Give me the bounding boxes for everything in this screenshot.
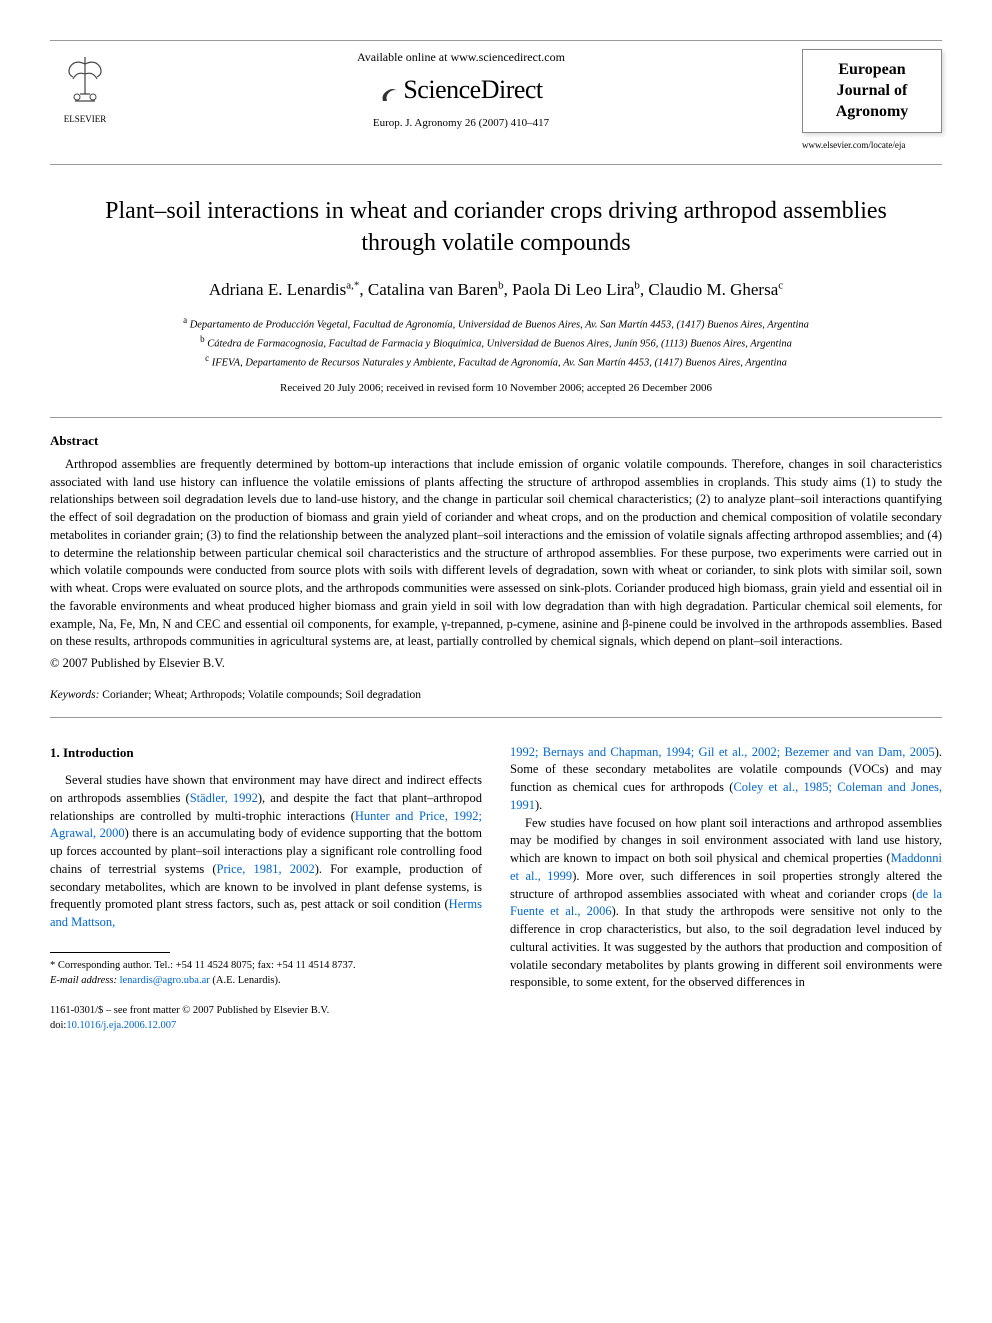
abstract-heading: Abstract <box>50 432 942 450</box>
author-2: Catalina van Baren <box>368 280 498 299</box>
separator-rule-2 <box>50 717 942 718</box>
issn-line: 1161-0301/$ – see front matter © 2007 Pu… <box>50 1004 482 1019</box>
elsevier-logo: ELSEVIER <box>50 49 120 126</box>
sciencedirect-icon <box>379 85 399 105</box>
journal-box-wrapper: European Journal of Agronomy www.elsevie… <box>802 49 942 152</box>
author-4-sup: c <box>778 279 783 291</box>
body-columns: 1. Introduction Several studies have sho… <box>50 744 942 1034</box>
footnote-corr: * Corresponding author. Tel.: +54 11 452… <box>50 959 482 974</box>
ref-link[interactable]: Städler, 1992 <box>190 791 258 805</box>
affiliation-c: IFEVA, Departamento de Recursos Naturale… <box>212 358 787 369</box>
keywords-label: Keywords: <box>50 689 99 701</box>
footnote-email-label: E-mail address: <box>50 975 117 986</box>
journal-name-l1: European <box>809 60 935 81</box>
ref-link[interactable]: 1992; Bernays and Chapman, 1994; Gil et … <box>510 745 935 759</box>
journal-box: European Journal of Agronomy <box>802 49 942 133</box>
author-1-sup: a,* <box>346 279 359 291</box>
journal-url: www.elsevier.com/locate/eja <box>802 139 942 152</box>
center-header: Available online at www.sciencedirect.co… <box>120 49 802 132</box>
keywords-line: Keywords: Coriander; Wheat; Arthropods; … <box>50 687 942 703</box>
copyright-line: © 2007 Published by Elsevier B.V. <box>50 655 942 673</box>
abstract-text: Arthropod assemblies are frequently dete… <box>50 456 942 651</box>
footnote-email-suffix: (A.E. Lenardis). <box>212 975 280 986</box>
bottom-meta: 1161-0301/$ – see front matter © 2007 Pu… <box>50 1004 482 1033</box>
affiliation-b: Cátedra de Farmacognosia, Facultad de Fa… <box>207 338 792 349</box>
elsevier-tree-icon <box>55 49 115 109</box>
authors-line: Adriana E. Lenardisa,*, Catalina van Bar… <box>50 278 942 302</box>
separator-rule <box>50 417 942 418</box>
elsevier-label: ELSEVIER <box>50 113 120 126</box>
sciencedirect-logo: ScienceDirect <box>140 72 782 108</box>
author-4: Claudio M. Ghersa <box>648 280 778 299</box>
citation-line: Europ. J. Agronomy 26 (2007) 410–417 <box>140 116 782 131</box>
intro-paragraph-1: Several studies have shown that environm… <box>50 772 482 932</box>
doi-link[interactable]: 10.1016/j.eja.2006.12.007 <box>66 1020 176 1031</box>
affiliation-a: Departamento de Producción Vegetal, Facu… <box>190 319 809 330</box>
available-online-text: Available online at www.sciencedirect.co… <box>140 49 782 66</box>
journal-name-l2: Journal of <box>809 81 935 102</box>
intro-paragraph-1-cont: 1992; Bernays and Chapman, 1994; Gil et … <box>510 744 942 815</box>
header-bar: ELSEVIER Available online at www.science… <box>50 40 942 165</box>
author-2-sup: b <box>498 279 504 291</box>
footnote-email[interactable]: lenardis@agro.uba.ar <box>120 975 210 986</box>
doi-label: doi: <box>50 1020 66 1031</box>
footnote-separator <box>50 952 170 953</box>
article-dates: Received 20 July 2006; received in revis… <box>50 381 942 396</box>
sciencedirect-text: ScienceDirect <box>403 75 542 104</box>
author-3: Paola Di Leo Lira <box>512 280 634 299</box>
author-1: Adriana E. Lenardis <box>209 280 346 299</box>
keywords-text: Coriander; Wheat; Arthropods; Volatile c… <box>102 689 421 701</box>
section-1-heading: 1. Introduction <box>50 744 482 762</box>
corresponding-author-footnote: * Corresponding author. Tel.: +54 11 452… <box>50 959 482 988</box>
column-left: 1. Introduction Several studies have sho… <box>50 744 482 1034</box>
article-title: Plant–soil interactions in wheat and cor… <box>90 195 902 260</box>
intro-paragraph-2: Few studies have focused on how plant so… <box>510 815 942 993</box>
ref-link[interactable]: Price, 1981, 2002 <box>217 862 315 876</box>
author-3-sup: b <box>634 279 640 291</box>
affiliations: a Departamento de Producción Vegetal, Fa… <box>50 314 942 372</box>
column-right: 1992; Bernays and Chapman, 1994; Gil et … <box>510 744 942 1034</box>
journal-name-l3: Agronomy <box>809 102 935 123</box>
